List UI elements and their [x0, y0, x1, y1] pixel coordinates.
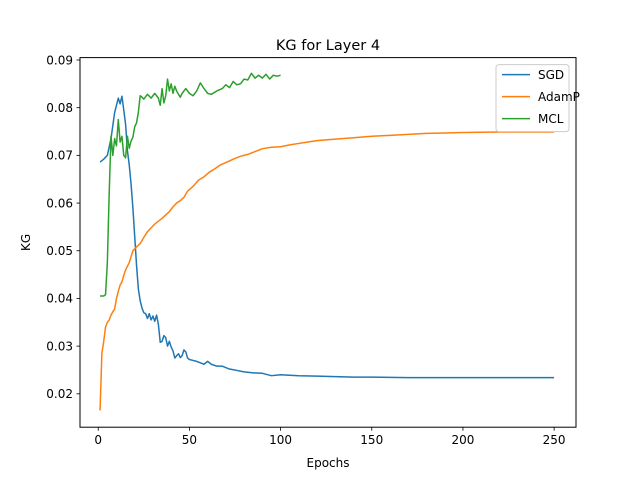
x-axis-ticks: 0 50 100 150 200 250	[94, 427, 566, 447]
x-tick-label: 250	[543, 433, 566, 447]
plot-area-frame	[79, 57, 577, 428]
legend-label-adamp: AdamP	[538, 90, 580, 104]
x-tick-label: 150	[360, 433, 383, 447]
legend-box	[495, 64, 570, 133]
x-tick-label: 0	[94, 433, 102, 447]
y-tick-label: 0.07	[46, 149, 73, 163]
chart-title: KG for Layer 4	[276, 38, 380, 54]
y-tick-label: 0.05	[46, 244, 73, 258]
y-tick-label: 0.06	[46, 196, 73, 210]
y-tick-label: 0.08	[46, 101, 73, 115]
legend: SGD AdamP MCL	[495, 64, 580, 133]
y-tick-label: 0.04	[46, 292, 73, 306]
x-tick-label: 50	[182, 433, 197, 447]
series-line-sgd	[99, 95, 555, 379]
x-tick-label: 100	[269, 433, 292, 447]
legend-label-sgd: SGD	[538, 68, 564, 82]
x-tick-label: 200	[451, 433, 474, 447]
legend-label-mcl: MCL	[538, 112, 564, 126]
y-axis-label: KG	[19, 234, 33, 251]
x-axis-label: Epochs	[307, 456, 350, 470]
series-line-mcl	[100, 72, 281, 297]
y-tick-label: 0.03	[46, 339, 73, 353]
y-tick-label: 0.02	[46, 387, 73, 401]
y-axis-ticks: 0.02 0.03 0.04 0.05 0.06 0.07 0.08 0.09	[46, 53, 80, 401]
series-line-adamp	[99, 131, 555, 411]
y-tick-label: 0.09	[46, 53, 73, 67]
series-layer	[99, 72, 555, 411]
